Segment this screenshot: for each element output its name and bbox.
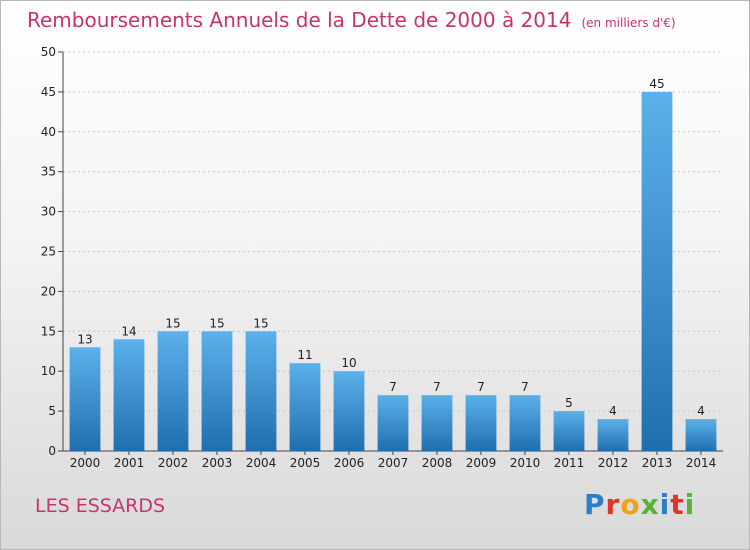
bar-value-label: 45 xyxy=(649,77,664,91)
bar-value-label: 14 xyxy=(121,324,136,338)
x-tick-label: 2006 xyxy=(334,456,365,470)
bar-value-label: 11 xyxy=(297,348,312,362)
bar xyxy=(465,395,497,451)
bar xyxy=(509,395,541,451)
x-tick-label: 2009 xyxy=(466,456,497,470)
y-tick-label: 45 xyxy=(41,85,56,99)
bar xyxy=(201,331,233,451)
y-tick-label: 25 xyxy=(41,245,56,259)
bar-value-label: 7 xyxy=(389,380,397,394)
bar-value-label: 4 xyxy=(609,404,617,418)
logo-letter: i xyxy=(659,488,671,521)
x-tick-label: 2014 xyxy=(686,456,717,470)
bar xyxy=(245,331,277,451)
bar xyxy=(685,419,717,451)
bar-value-label: 7 xyxy=(433,380,441,394)
x-tick-label: 2001 xyxy=(114,456,145,470)
y-tick-label: 50 xyxy=(41,45,56,59)
x-tick-label: 2008 xyxy=(422,456,453,470)
x-tick-label: 2012 xyxy=(598,456,629,470)
x-tick-label: 2010 xyxy=(510,456,541,470)
logo-letter: o xyxy=(620,488,641,521)
y-tick-label: 0 xyxy=(48,444,56,458)
bar-value-label: 7 xyxy=(477,380,485,394)
bar xyxy=(157,331,189,451)
bar-value-label: 15 xyxy=(253,316,268,330)
commune-name: LES ESSARDS xyxy=(35,495,166,517)
bar-value-label: 15 xyxy=(209,316,224,330)
bar xyxy=(333,371,365,451)
bar xyxy=(597,419,629,451)
y-tick-label: 40 xyxy=(41,125,56,139)
logo-letter: t xyxy=(670,488,685,521)
x-tick-label: 2013 xyxy=(642,456,673,470)
y-tick-label: 30 xyxy=(41,205,56,219)
bar-value-label: 13 xyxy=(77,332,92,346)
y-tick-label: 5 xyxy=(48,404,56,418)
chart-title-text: Remboursements Annuels de la Dette de 20… xyxy=(27,8,572,32)
y-tick-label: 15 xyxy=(41,324,56,338)
bar xyxy=(113,339,145,451)
bars xyxy=(69,91,717,452)
x-tick-label: 2005 xyxy=(290,456,321,470)
y-tick-label: 20 xyxy=(41,284,56,298)
bar-value-label: 7 xyxy=(521,380,529,394)
chart-unit: (en milliers d'€) xyxy=(581,16,676,30)
x-tick-label: 2007 xyxy=(378,456,409,470)
x-tick-label: 2003 xyxy=(202,456,233,470)
chart-title: Remboursements Annuels de la Dette de 20… xyxy=(27,8,676,32)
bar xyxy=(421,395,453,451)
bar-value-label: 4 xyxy=(697,404,705,418)
y-tick-label: 10 xyxy=(41,364,56,378)
logo-letter: P xyxy=(584,488,606,521)
x-tick-label: 2002 xyxy=(158,456,189,470)
bar xyxy=(641,91,673,452)
x-tick-label: 2011 xyxy=(554,456,585,470)
x-tick-label: 2000 xyxy=(70,456,101,470)
bar xyxy=(553,411,585,451)
bar xyxy=(289,363,321,451)
bar xyxy=(377,395,409,451)
logo-letter: r xyxy=(605,488,621,521)
bar-value-label: 15 xyxy=(165,316,180,330)
bar-value-label: 5 xyxy=(565,396,573,410)
logo-letter: i xyxy=(684,488,696,521)
data-labels: 13 14 15 15 15 11 10 7 7 7 7 5 4 45 4 xyxy=(77,77,704,418)
logo-letter: x xyxy=(640,488,660,521)
bar xyxy=(69,347,101,451)
x-tick-label: 2004 xyxy=(246,456,277,470)
y-tick-label: 35 xyxy=(41,165,56,179)
bar-value-label: 10 xyxy=(341,356,356,370)
proxiti-logo: Proxiti xyxy=(584,488,695,521)
